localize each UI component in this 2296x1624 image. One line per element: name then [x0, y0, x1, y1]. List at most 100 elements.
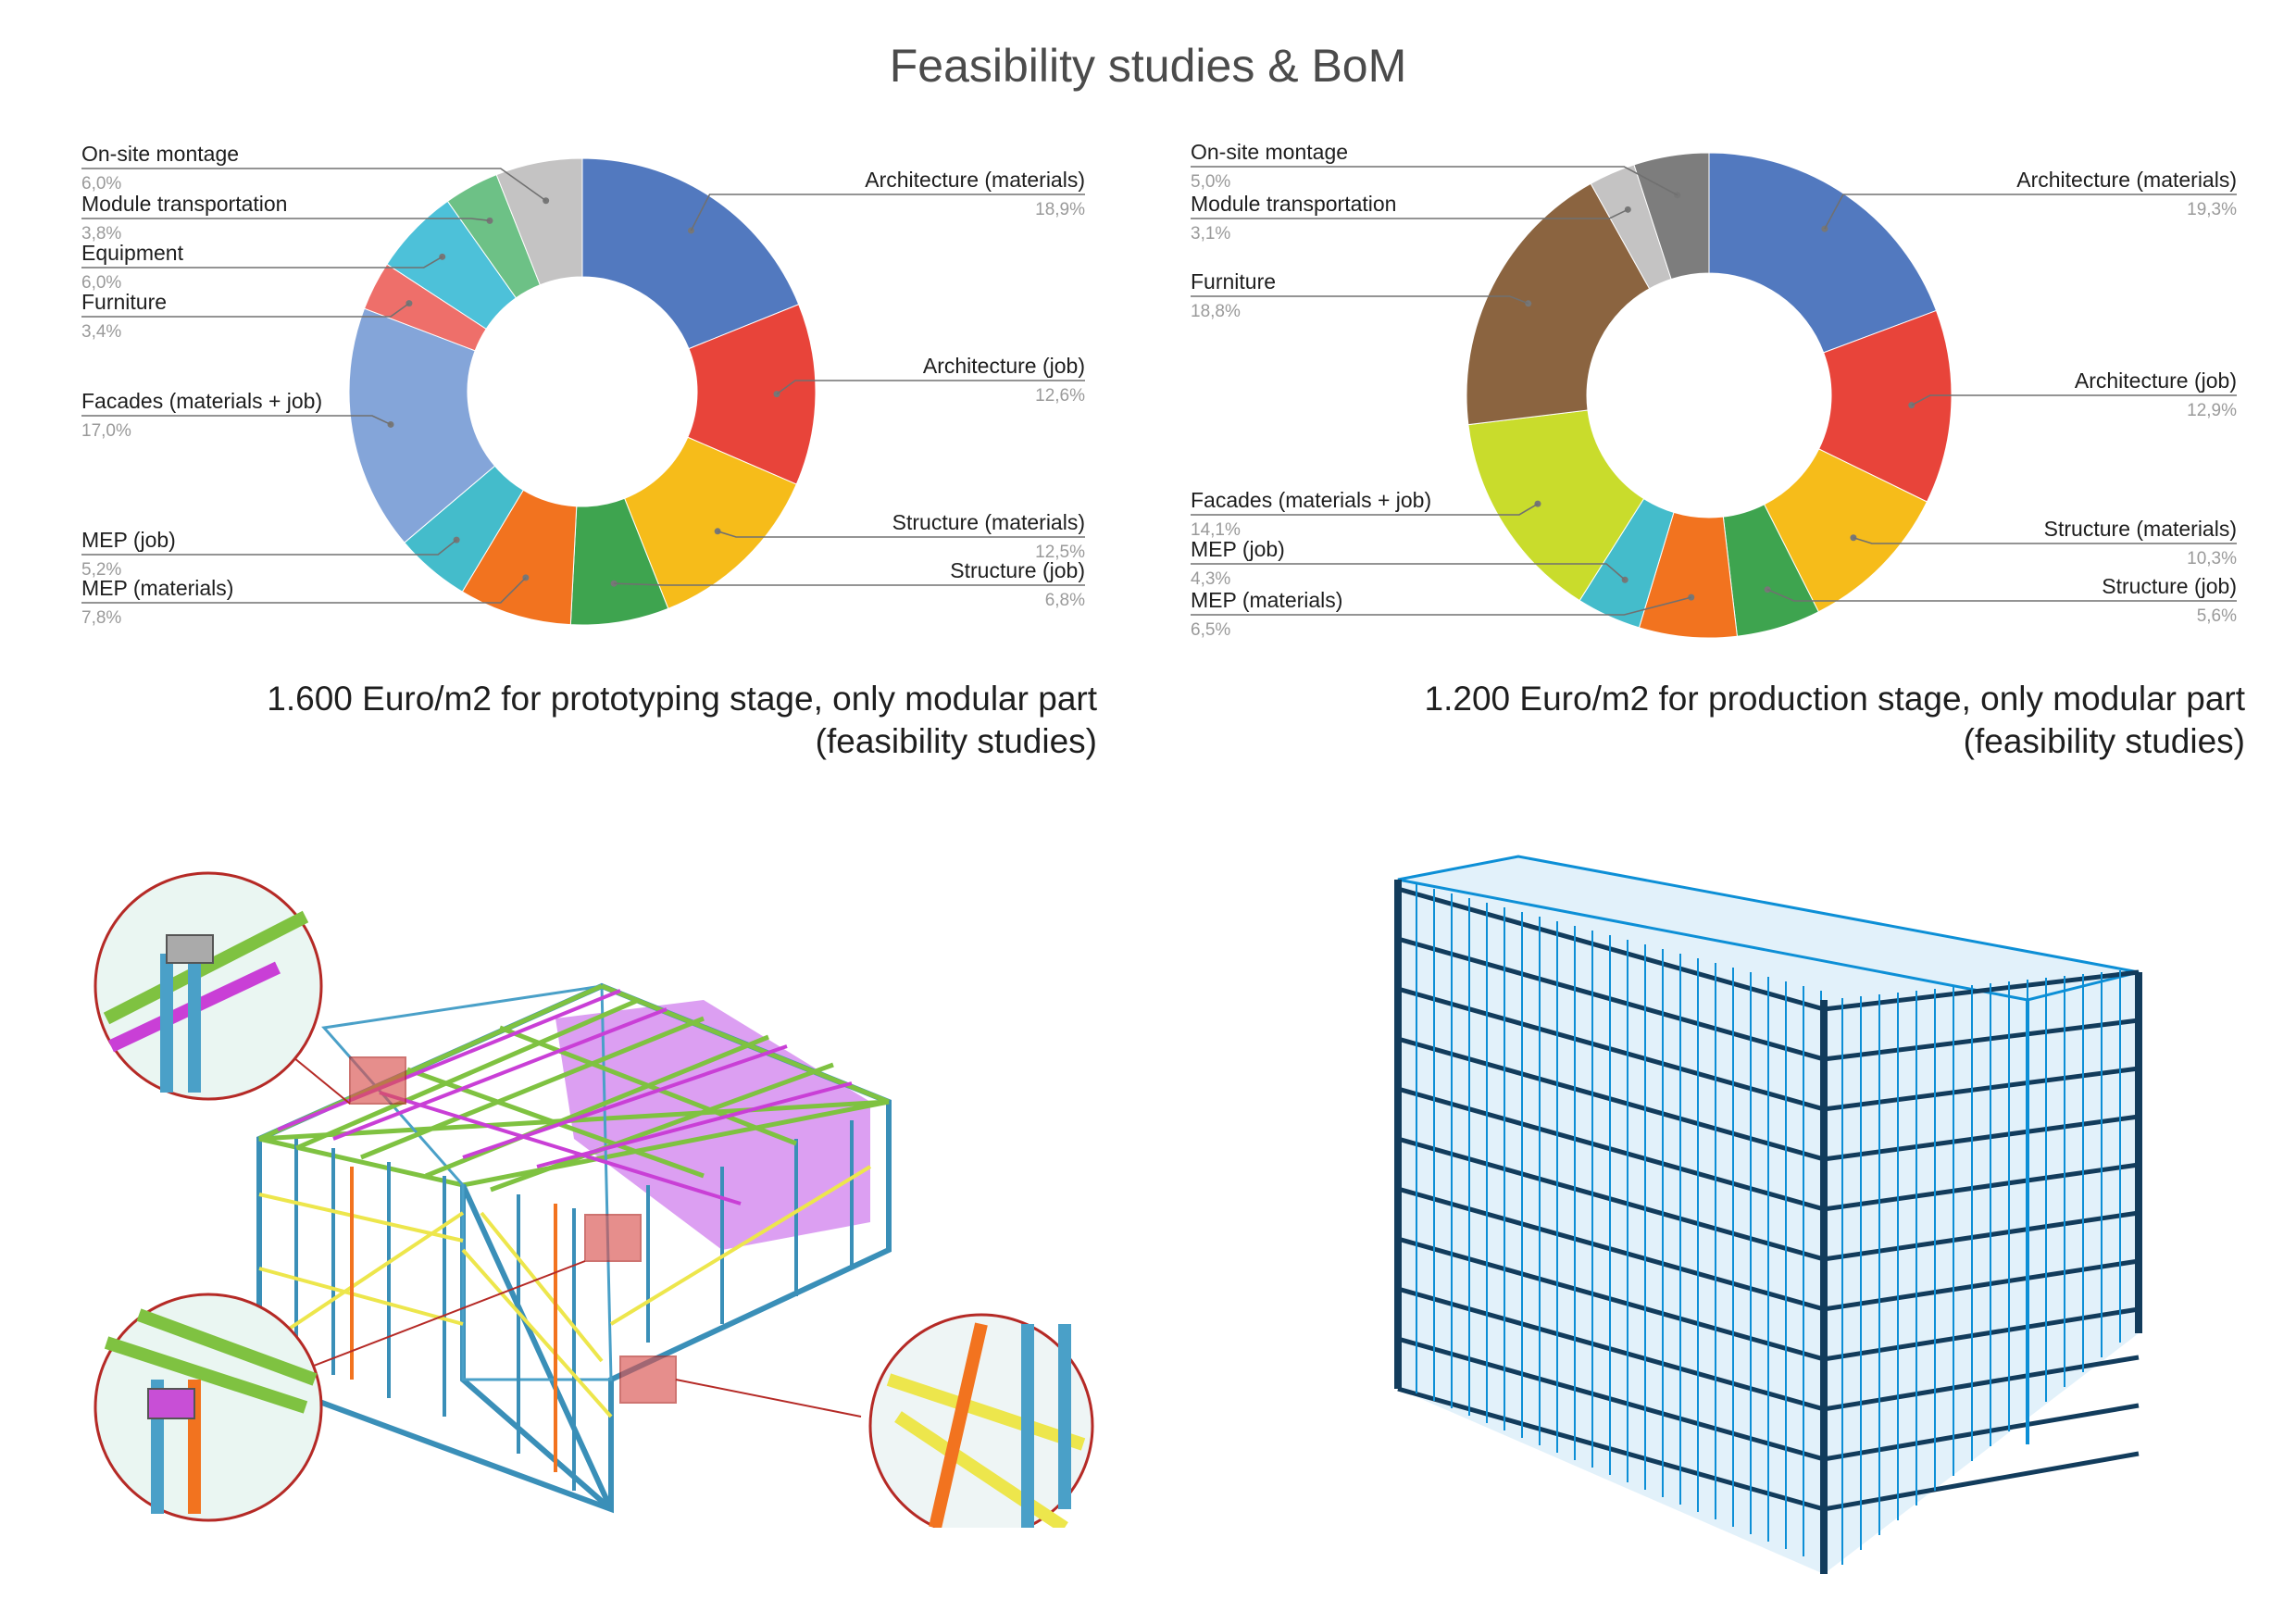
slice-label: Equipment [81, 241, 184, 265]
callout-line [1191, 208, 1628, 219]
slice-label: Structure (job) [950, 558, 1085, 582]
donut-chart-prototyping: Architecture (materials)18,9% Architectur… [81, 142, 1085, 628]
slice-value: 6,5% [1191, 620, 1230, 640]
callout-line [1191, 503, 1539, 516]
callout-line [1191, 166, 1678, 196]
callout-line [1911, 394, 2237, 406]
slice-value: 12,6% [1035, 386, 1085, 406]
slice-value: 5,6% [2197, 606, 2237, 626]
slice-label: Structure (materials) [2044, 517, 2237, 541]
caption-prototyping-line2: (feasibility studies) [815, 722, 1097, 760]
callout-line [1191, 563, 1626, 581]
slice-value: 14,1% [1191, 520, 1241, 540]
slice-value: 6,0% [81, 174, 121, 194]
callout-architecture-materials: Architecture (materials) 19,3% [1821, 168, 2237, 232]
callout-structure-job: Structure (job) 6,8% [610, 558, 1085, 610]
slice-value: 5,2% [81, 560, 121, 580]
slice-label: Facades (materials + job) [1191, 488, 1431, 512]
callout-mep-job: MEP (job) 5,2% [81, 528, 460, 580]
callout-module-transportation: Module transportation 3,1% [1191, 192, 1631, 244]
callout-line [81, 256, 443, 269]
callout-line [614, 582, 1085, 586]
callout-on-site-montage: On-site montage 6,0% [81, 142, 550, 205]
callout-facades-materials-job: Facades (materials + job) 17,0% [81, 389, 394, 441]
slice-architecture-materials [581, 157, 800, 350]
callout-line [81, 577, 527, 604]
modular-building-wireframe [1394, 855, 2142, 1574]
slice-label: MEP (materials) [81, 576, 233, 600]
slice-value: 3,8% [81, 224, 121, 244]
slice-facades-materials-job [1467, 409, 1645, 602]
slice-label: Module transportation [81, 192, 287, 216]
slice-architecture-job [687, 304, 817, 485]
slice-value: 12,5% [1035, 543, 1085, 562]
slice-label: On-site montage [1191, 140, 1348, 164]
donut-slices [1466, 152, 1953, 639]
slice-label: MEP (job) [1191, 537, 1285, 561]
callout-mep-job: MEP (job) 4,3% [1191, 537, 1628, 589]
page-title: Feasibility studies & BoM [889, 40, 1407, 92]
slice-label: Structure (job) [2102, 574, 2237, 598]
callout-facades-materials-job: Facades (materials + job) 14,1% [1191, 488, 1541, 540]
callout-architecture-job: Architecture (job) 12,9% [1908, 369, 2237, 420]
slice-value: 18,9% [1035, 200, 1085, 219]
slice-label: Facades (materials + job) [81, 389, 322, 413]
slice-label: Architecture (job) [923, 354, 1085, 378]
slice-value: 7,8% [81, 608, 121, 628]
callout-line [81, 539, 457, 556]
slice-label: MEP (job) [81, 528, 176, 552]
callout-architecture-job: Architecture (job) 12,6% [773, 354, 1085, 406]
slice-facades-materials-job [348, 307, 496, 543]
slice-label: Architecture (job) [2075, 369, 2237, 393]
caption-production: 1.200 Euro/m2 for production stage, only… [1333, 678, 2245, 763]
donut-callouts: Architecture (materials)19,3% Architectur… [1191, 140, 2237, 640]
callout-furniture: Furniture 18,8% [1191, 269, 1532, 321]
slice-label: Structure (materials) [892, 510, 1085, 534]
slice-value: 18,8% [1191, 302, 1241, 321]
slice-label: Module transportation [1191, 192, 1396, 216]
slice-value: 4,3% [1191, 569, 1230, 589]
callout-line [1853, 536, 2237, 544]
callout-line [1191, 295, 1529, 305]
slice-value: 10,3% [2187, 549, 2237, 568]
detail-callout-bottom-left [94, 1293, 323, 1522]
slice-value: 6,0% [81, 273, 121, 293]
caption-production-line1: 1.200 Euro/m2 for production stage, only… [1424, 680, 2245, 718]
slice-value: 17,0% [81, 421, 131, 441]
callout-equipment: Equipment 6,0% [81, 241, 446, 293]
callout-mep-materials: MEP (materials) 6,5% [1191, 588, 1695, 640]
slice-architecture-materials [1708, 152, 1938, 354]
caption-production-line2: (feasibility studies) [1963, 722, 2245, 760]
frame-model [256, 982, 892, 1514]
slice-label: Furniture [81, 290, 167, 314]
donut-chart-production: Architecture (materials)19,3% Architectur… [1191, 140, 2237, 640]
slice-value: 5,0% [1191, 172, 1230, 192]
callout-line [1824, 194, 2237, 230]
callout-line [690, 194, 1085, 231]
detail-callout-right [868, 1313, 1094, 1528]
detail-callout-top [94, 871, 323, 1101]
callout-mep-materials: MEP (materials) 7,8% [81, 574, 530, 628]
slice-value: 6,8% [1045, 591, 1085, 610]
slice-value: 3,1% [1191, 224, 1230, 244]
callout-architecture-materials: Architecture (materials) 18,9% [687, 168, 1085, 234]
callout-module-transportation: Module transportation 3,8% [81, 192, 493, 244]
slice-value: 3,4% [81, 322, 121, 342]
slice-furniture [1466, 182, 1651, 426]
callout-line [1766, 588, 2237, 602]
callout-line [81, 218, 491, 222]
structural-frame-illustration [94, 871, 1094, 1528]
slice-value: 19,3% [2187, 200, 2237, 219]
callout-line [717, 531, 1085, 538]
donut-slices [348, 157, 817, 626]
callout-structure-job: Structure (job) 5,6% [1764, 574, 2237, 626]
callout-line [81, 303, 410, 318]
callout-structure-materials: Structure (materials) 10,3% [1850, 517, 2237, 568]
callout-structure-materials: Structure (materials) 12,5% [714, 510, 1085, 562]
slice-on-site-montage [1633, 152, 1710, 281]
callout-furniture: Furniture 3,4% [81, 290, 413, 342]
donut-callouts: Architecture (materials)18,9% Architectur… [81, 142, 1085, 628]
caption-prototyping: 1.600 Euro/m2 for prototyping stage, onl… [185, 678, 1097, 763]
slice-label: MEP (materials) [1191, 588, 1342, 612]
callout-on-site-montage: On-site montage 5,0% [1191, 140, 1681, 199]
